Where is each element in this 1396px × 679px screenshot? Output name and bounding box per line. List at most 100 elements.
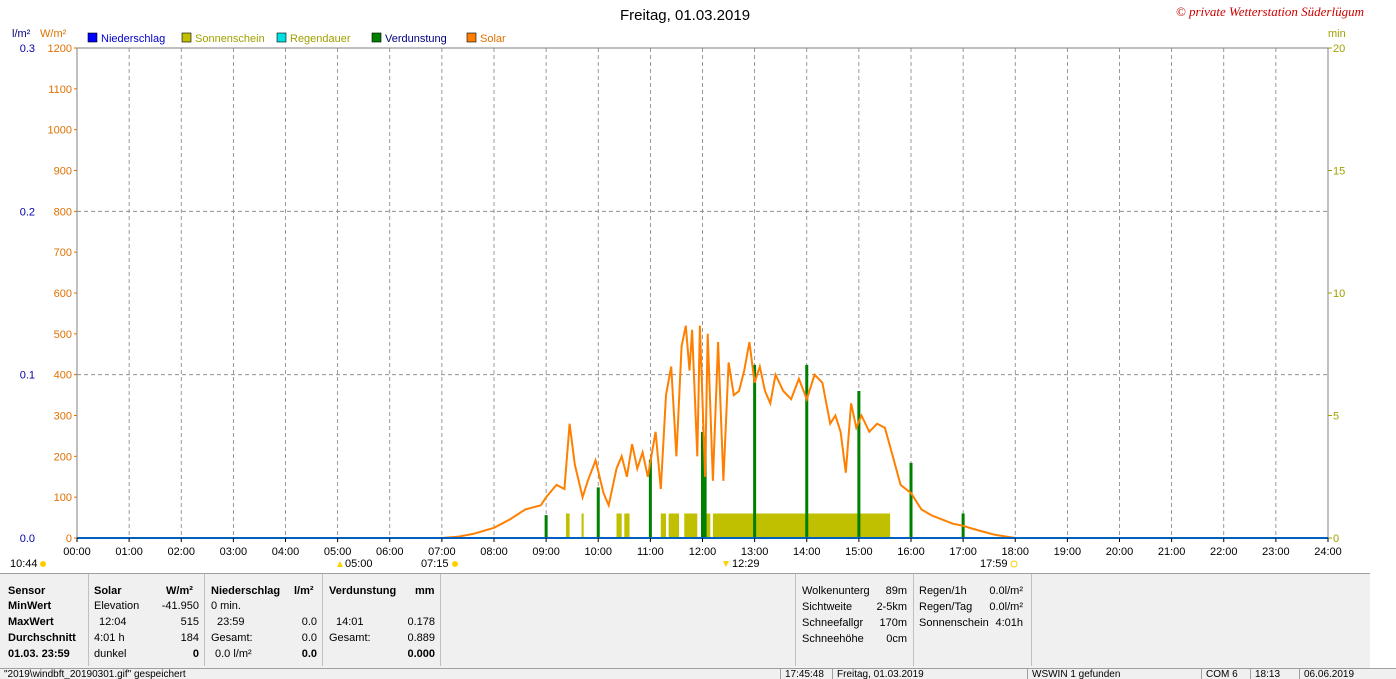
evap-spike-0 bbox=[544, 515, 548, 538]
minutes-tick-4: 20 bbox=[1333, 43, 1345, 55]
status-clock: 18:13 bbox=[1250, 669, 1300, 679]
legend-label-1: Sonnenschein bbox=[195, 33, 265, 45]
x-tick-12: 12:00 bbox=[689, 546, 717, 558]
evap-header: Verdunstung bbox=[329, 585, 397, 597]
evap-max-value: 0.178 bbox=[407, 616, 435, 628]
precip-tick-0: 0.0 bbox=[20, 533, 35, 545]
evap-spike-4 bbox=[703, 436, 707, 538]
x-tick-18: 18:00 bbox=[1001, 546, 1029, 558]
x-tick-24: 24:00 bbox=[1314, 546, 1342, 558]
y-axis-ticks: 0.00.10.20.30100200300400500600700800900… bbox=[20, 43, 1346, 545]
status-file: "2019\windbft_20190301.gif" gespeichert bbox=[4, 669, 186, 679]
status-com: COM 6 bbox=[1201, 669, 1251, 679]
evap-spike-8 bbox=[909, 462, 913, 538]
evap-unit: mm bbox=[415, 585, 435, 597]
precip-tick-3: 0.3 bbox=[20, 43, 35, 55]
snowheight-value: 0cm bbox=[886, 633, 907, 645]
precip-tick-2: 0.2 bbox=[20, 206, 35, 218]
x-tick-14: 14:00 bbox=[793, 546, 821, 558]
x-tick-21: 21:00 bbox=[1158, 546, 1186, 558]
legend-label-4: Solar bbox=[480, 33, 506, 45]
sunshine-bars bbox=[565, 513, 891, 538]
solar-tick-5: 500 bbox=[54, 329, 72, 341]
evap-avg-value: 0.889 bbox=[407, 632, 435, 644]
date-label: 01.03. 23:59 bbox=[8, 648, 70, 660]
sunshine-bar-8 bbox=[712, 513, 891, 538]
snowheight-label: Schneehöhe bbox=[802, 633, 864, 645]
precip-avg-name: Gesamt: bbox=[211, 632, 253, 644]
solar-tick-4: 400 bbox=[54, 370, 72, 382]
status-bar: "2019\windbft_20190301.gif" gespeichert … bbox=[0, 668, 1396, 679]
solar-min-name: Elevation bbox=[94, 600, 140, 612]
marker-sunset: 17:59 bbox=[980, 558, 1008, 570]
y-axis-precip-unit: l/m² bbox=[12, 28, 31, 40]
sun-icon bbox=[40, 561, 46, 567]
x-tick-11: 11:00 bbox=[637, 546, 664, 558]
x-tick-5: 05:00 bbox=[324, 546, 352, 558]
legend-label-2: Regendauer bbox=[290, 33, 351, 45]
solar-last-name: dunkel bbox=[94, 648, 127, 660]
snowfall-value: 170m bbox=[879, 617, 907, 629]
x-tick-19: 19:00 bbox=[1054, 546, 1082, 558]
precip-min-name: 0 min. bbox=[211, 600, 241, 612]
legend-label-0: Niederschlag bbox=[101, 33, 165, 45]
legend-swatch-1 bbox=[181, 32, 192, 43]
minutes-tick-1: 5 bbox=[1333, 411, 1339, 423]
sunrise-icon bbox=[452, 561, 458, 567]
x-tick-20: 20:00 bbox=[1106, 546, 1134, 558]
sunset-icon bbox=[1010, 560, 1018, 568]
x-tick-7: 07:00 bbox=[428, 546, 456, 558]
solar-max-value: 515 bbox=[180, 616, 199, 628]
solar-tick-10: 1000 bbox=[48, 125, 72, 137]
chart-title: Freitag, 01.03.2019 bbox=[620, 7, 750, 24]
solar-tick-12: 1200 bbox=[48, 43, 72, 55]
x-tick-9: 09:00 bbox=[532, 546, 560, 558]
solar-tick-9: 900 bbox=[54, 166, 72, 178]
sunshine-bar-2 bbox=[616, 513, 622, 538]
maxwert-label: MaxWert bbox=[8, 616, 54, 628]
evap-spike-3 bbox=[701, 431, 704, 538]
legend: Niederschlag Sonnenschein Regendauer Verdun… bbox=[87, 32, 506, 45]
rain1h-value: 0.0l/m² bbox=[989, 585, 1023, 597]
minutes-tick-2: 10 bbox=[1333, 288, 1345, 300]
sunshine-label: Sonnenschein bbox=[919, 617, 989, 629]
legend-label-3: Verdunstung bbox=[385, 33, 447, 45]
precip-max-time: 23:59 bbox=[217, 616, 245, 628]
solar-min-value: -41.950 bbox=[161, 600, 199, 612]
rain1h-label: Regen/1h bbox=[919, 585, 967, 597]
minutes-tick-3: 15 bbox=[1333, 166, 1345, 178]
solar-tick-11: 1100 bbox=[48, 84, 72, 96]
x-tick-8: 08:00 bbox=[480, 546, 508, 558]
marker-sunrise: 07:15 bbox=[421, 558, 449, 570]
x-tick-16: 16:00 bbox=[897, 546, 925, 558]
evap-spike-6 bbox=[805, 364, 809, 538]
y-axis-solar-unit: W/m² bbox=[40, 28, 67, 40]
solar-tick-6: 600 bbox=[54, 288, 72, 300]
x-tick-0: 00:00 bbox=[63, 546, 91, 558]
solar-avg-name: 4:01 h bbox=[94, 632, 125, 644]
legend-swatch-4 bbox=[466, 32, 477, 43]
precip-tick-1: 0.1 bbox=[20, 370, 35, 382]
solar-tick-1: 100 bbox=[54, 492, 72, 504]
evap-avg-name: Gesamt: bbox=[329, 632, 371, 644]
visibility-value: 2-5km bbox=[876, 601, 907, 613]
x-tick-2: 02:00 bbox=[167, 546, 195, 558]
stats-solar-column: Solar W/m² Elevation -41.950 12:04 515 4… bbox=[89, 574, 205, 666]
station-credit: © private Wetterstation Süderlügum bbox=[1175, 4, 1364, 19]
marker-moonset: 12:29 bbox=[732, 558, 760, 570]
cloud-value: 89m bbox=[885, 585, 907, 597]
precip-last-name: 0.0 l/m² bbox=[215, 648, 252, 660]
minutes-tick-0: 0 bbox=[1333, 533, 1339, 545]
sunshine-bar-4 bbox=[660, 513, 667, 538]
moonrise-icon bbox=[337, 561, 343, 567]
solar-avg-value: 184 bbox=[180, 632, 199, 644]
x-tick-1: 01:00 bbox=[115, 546, 143, 558]
x-tick-22: 22:00 bbox=[1210, 546, 1238, 558]
sunshine-bar-3 bbox=[624, 513, 630, 538]
stats-weather-column: Wolkenunterg 89m Sichtweite 2-5km Schnee… bbox=[795, 574, 914, 666]
precip-last-value: 0.0 bbox=[301, 648, 317, 660]
visibility-label: Sichtweite bbox=[802, 601, 853, 613]
x-axis-ticks: 00:00 01:00 02:00 03:00 04:00 05:00 06:00 07:00… bbox=[63, 538, 1342, 558]
rainday-label: Regen/Tag bbox=[919, 601, 973, 613]
evap-spike-5 bbox=[753, 364, 757, 538]
